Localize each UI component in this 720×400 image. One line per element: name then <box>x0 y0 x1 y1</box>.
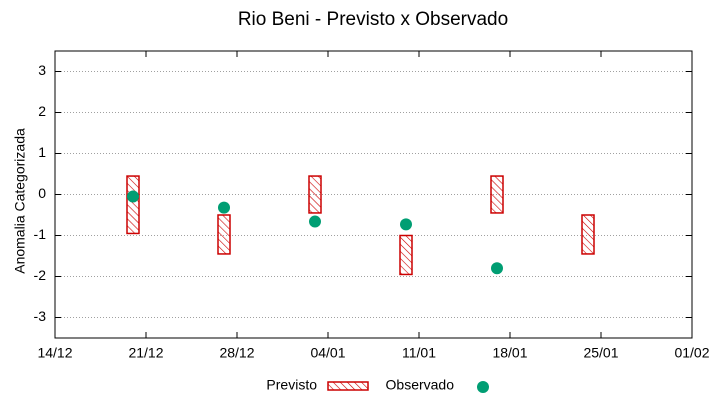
y-tick-label: 0 <box>38 185 46 201</box>
forecast-range <box>126 175 140 235</box>
observed-point <box>491 262 503 275</box>
y-axis-label: Anomalia Categorizada <box>12 128 28 274</box>
legend-swatch <box>477 381 489 393</box>
legend-label: Previsto <box>266 377 317 393</box>
x-tick-label: 11/01 <box>402 345 436 361</box>
forecast-range <box>399 234 413 276</box>
legend-label: Observado <box>386 377 455 393</box>
x-tick-label: 18/01 <box>492 345 527 361</box>
x-tick-label: 04/01 <box>310 345 345 361</box>
forecast-range <box>217 214 231 255</box>
plot-frame <box>54 50 693 339</box>
x-tick-label: 21/12 <box>128 345 163 361</box>
x-tick-label: 25/01 <box>583 345 618 361</box>
forecast-range <box>308 175 322 214</box>
y-tick-label: 3 <box>38 62 46 78</box>
observed-point <box>309 215 321 228</box>
chart-title: Rio Beni - Previsto x Observado <box>238 9 508 30</box>
legend-swatch <box>327 381 369 391</box>
y-tick-label: -3 <box>34 308 47 324</box>
x-tick-label: 28/12 <box>219 345 254 361</box>
y-tick-label: -2 <box>34 267 47 283</box>
observed-point <box>127 190 139 203</box>
forecast-range <box>490 175 504 214</box>
observed-point <box>400 218 412 231</box>
forecast-range <box>581 214 595 255</box>
y-tick-label: -1 <box>34 226 47 242</box>
x-tick-label: 14/12 <box>37 345 72 361</box>
y-tick-label: 2 <box>38 103 46 119</box>
observed-point <box>218 201 230 214</box>
x-tick-label: 01/02 <box>674 345 709 361</box>
y-tick-label: 1 <box>38 144 46 160</box>
